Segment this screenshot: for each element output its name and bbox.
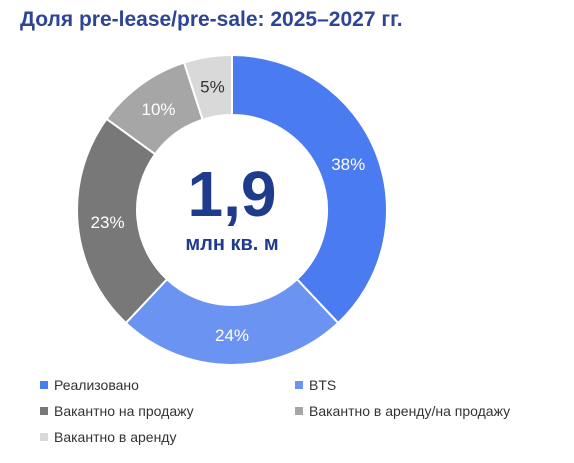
slice-label-1: 38% bbox=[331, 155, 365, 174]
legend-swatch bbox=[40, 407, 48, 415]
legend-label: Вакантно в аренду bbox=[54, 429, 177, 445]
legend-label: Вакантно в аренду/на продажу bbox=[309, 403, 511, 419]
legend-item-1: Реализовано bbox=[40, 377, 139, 393]
center-value: 1,9 bbox=[188, 158, 277, 230]
legend-swatch bbox=[295, 407, 303, 415]
legend-label: Реализовано bbox=[54, 377, 139, 393]
slice-labels: 38% 24% 23% 10% 5% bbox=[91, 78, 366, 345]
slice-label-4: 10% bbox=[142, 100, 176, 119]
legend-item-2: BTS bbox=[295, 377, 336, 393]
slice-3 bbox=[76, 117, 169, 325]
donut-slices bbox=[76, 53, 388, 366]
legend-item-5: Вакантно в аренду bbox=[40, 429, 176, 445]
legend-swatch bbox=[295, 381, 303, 389]
slice-label-2: 24% bbox=[215, 326, 249, 345]
slice-5 bbox=[182, 53, 233, 121]
slice-2 bbox=[124, 277, 340, 366]
legend-item-4: Вакантно в аренду/на продажу bbox=[295, 403, 510, 419]
slice-label-5: 5% bbox=[200, 78, 225, 97]
slice-1 bbox=[231, 53, 388, 325]
legend-swatch bbox=[40, 381, 48, 389]
legend-label: Вакантно на продажу bbox=[54, 403, 194, 419]
legend-label: BTS bbox=[309, 377, 337, 393]
legend-item-3: Вакантно на продажу bbox=[40, 403, 194, 419]
slice-label-3: 23% bbox=[91, 213, 125, 232]
legend-swatch bbox=[40, 433, 48, 441]
center-unit: млн кв. м bbox=[185, 233, 278, 255]
donut-chart: 38% 24% 23% 10% 5% 1,9 млн кв. м bbox=[76, 53, 388, 366]
chart-title: Доля pre-lease/pre-sale: 2025–2027 гг. bbox=[20, 8, 403, 31]
